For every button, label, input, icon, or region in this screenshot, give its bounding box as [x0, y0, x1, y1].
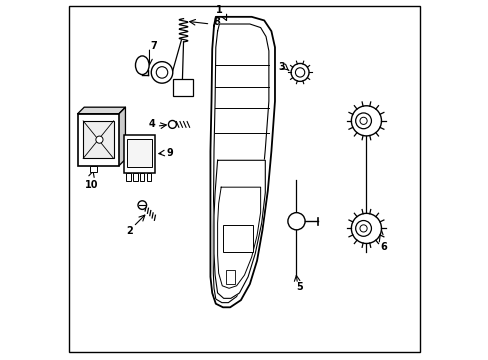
Bar	[83, 121, 113, 158]
Bar	[124, 135, 155, 173]
Text: 10: 10	[85, 180, 99, 190]
Circle shape	[355, 221, 371, 236]
Circle shape	[287, 213, 305, 230]
Bar	[126, 173, 131, 181]
Polygon shape	[210, 17, 274, 307]
Bar	[78, 114, 119, 166]
Bar	[133, 173, 137, 181]
Polygon shape	[217, 187, 260, 288]
Circle shape	[351, 213, 381, 243]
Text: 3: 3	[278, 62, 284, 72]
Circle shape	[295, 68, 304, 77]
Circle shape	[355, 113, 371, 129]
Circle shape	[151, 62, 172, 83]
Polygon shape	[78, 107, 125, 114]
Circle shape	[96, 136, 103, 143]
Text: 1: 1	[216, 5, 223, 15]
Bar	[127, 139, 152, 167]
Text: 6: 6	[379, 242, 386, 252]
Text: 7: 7	[150, 41, 157, 50]
Circle shape	[156, 67, 167, 78]
Polygon shape	[119, 107, 125, 166]
Circle shape	[359, 225, 366, 232]
Bar	[172, 78, 192, 96]
Polygon shape	[213, 24, 268, 303]
Text: 4: 4	[149, 120, 155, 129]
Text: 2: 2	[126, 226, 133, 236]
Circle shape	[168, 121, 176, 129]
Bar	[140, 173, 144, 181]
Circle shape	[290, 63, 308, 81]
Bar	[225, 270, 234, 284]
Bar	[223, 225, 253, 252]
Bar	[90, 166, 97, 172]
Circle shape	[351, 106, 381, 136]
Circle shape	[359, 117, 366, 125]
Bar	[146, 173, 151, 181]
Text: 5: 5	[295, 282, 302, 292]
Circle shape	[138, 201, 146, 210]
Polygon shape	[214, 160, 265, 298]
Ellipse shape	[135, 56, 149, 75]
Text: 8: 8	[213, 17, 220, 27]
Text: 9: 9	[166, 148, 173, 158]
